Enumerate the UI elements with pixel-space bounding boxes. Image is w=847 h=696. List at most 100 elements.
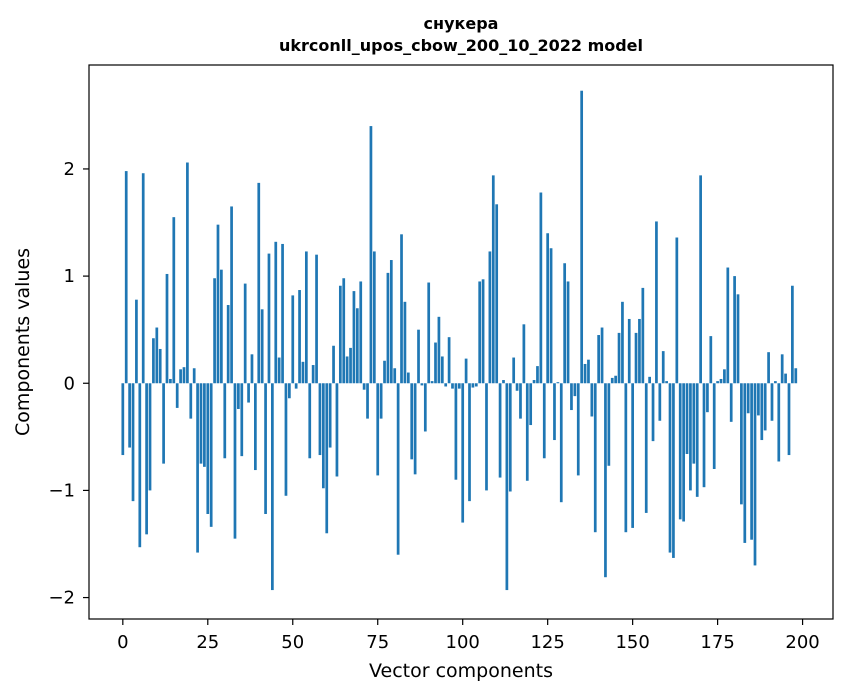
- bar-150: [631, 383, 634, 528]
- bar-97: [451, 383, 454, 389]
- bar-182: [740, 383, 743, 505]
- bar-127: [553, 383, 556, 441]
- bar-68: [352, 291, 356, 384]
- bar-45: [274, 241, 278, 384]
- bar-170: [699, 175, 702, 384]
- bar-47: [281, 243, 284, 384]
- bar-108: [488, 251, 492, 384]
- bar-126: [549, 248, 553, 384]
- bar-61: [328, 383, 332, 448]
- y-tick-label: 0: [64, 373, 75, 394]
- bar-19: [186, 162, 189, 384]
- bar-17: [179, 369, 182, 384]
- bar-117: [519, 383, 522, 419]
- bar-5: [138, 383, 142, 548]
- bar-194: [780, 354, 784, 384]
- bar-128: [556, 382, 560, 384]
- bar-38: [250, 354, 254, 384]
- bar-50: [291, 295, 295, 384]
- bar-169: [695, 383, 699, 497]
- plot-frame: [88, 64, 834, 620]
- bar-134: [576, 383, 580, 476]
- bar-65: [342, 278, 346, 384]
- bar-174: [712, 383, 716, 469]
- bar-183: [743, 383, 747, 543]
- bar-25: [206, 383, 210, 514]
- bar-102: [468, 383, 471, 502]
- bar-104: [474, 383, 478, 387]
- x-tick-label: 100: [446, 632, 480, 653]
- bar-43: [267, 253, 271, 384]
- bar-7: [145, 383, 148, 535]
- bar-64: [338, 285, 342, 384]
- bar-167: [689, 383, 692, 491]
- bar-106: [481, 279, 485, 384]
- bar-32: [230, 206, 233, 384]
- bar-44: [271, 383, 274, 591]
- bar-111: [498, 383, 502, 478]
- bar-144: [610, 377, 614, 384]
- bar-163: [675, 237, 679, 384]
- bar-16: [175, 383, 179, 408]
- bar-70: [359, 281, 363, 384]
- bar-168: [692, 383, 696, 464]
- x-tick-label: 125: [530, 632, 564, 653]
- bar-181: [736, 294, 740, 384]
- bar-147: [621, 301, 624, 384]
- bar-53: [301, 361, 305, 384]
- x-axis-ticks: 0 25 50 75 100 125 150 175 200: [117, 619, 820, 653]
- bar-157: [655, 221, 658, 384]
- bar-22: [196, 383, 199, 553]
- bar-74: [372, 251, 376, 384]
- bar-75: [376, 383, 380, 476]
- bar-78: [386, 272, 390, 384]
- bar-101: [464, 358, 468, 384]
- bar-58: [318, 383, 322, 456]
- bar-116: [515, 383, 519, 391]
- bar-160: [665, 381, 668, 384]
- bar-57: [315, 254, 318, 384]
- y-tick-label: 1: [64, 266, 75, 287]
- bar-191: [770, 383, 774, 421]
- bar-48: [284, 383, 288, 496]
- bar-8: [148, 383, 152, 491]
- bar-46: [277, 357, 281, 384]
- bar-94: [440, 356, 444, 384]
- bar-196: [787, 383, 791, 456]
- y-tick-label: −1: [48, 480, 75, 501]
- x-axis-label: Vector components: [369, 660, 553, 682]
- bar-88: [420, 383, 424, 386]
- bar-140: [597, 335, 601, 384]
- bar-149: [627, 318, 631, 384]
- bar-138: [590, 383, 594, 417]
- bar-87: [417, 329, 420, 384]
- bar-195: [784, 373, 787, 384]
- y-tick-label: 2: [64, 159, 75, 180]
- bar-145: [614, 375, 618, 384]
- bar-142: [604, 383, 607, 578]
- bar-143: [607, 383, 611, 466]
- bar-113: [505, 383, 509, 591]
- bar-166: [685, 383, 689, 454]
- bar-187: [757, 383, 760, 416]
- bar-124: [542, 383, 546, 459]
- bar-184: [746, 383, 750, 414]
- bar-177: [723, 369, 726, 384]
- bar-79: [389, 260, 393, 384]
- bar-56: [311, 365, 315, 384]
- bars-group: [121, 90, 798, 591]
- bar-10: [155, 327, 159, 384]
- x-tick-label: 25: [196, 632, 219, 653]
- bar-152: [638, 318, 641, 384]
- bar-115: [512, 357, 516, 384]
- bar-89: [423, 383, 427, 432]
- bar-176: [719, 378, 723, 384]
- bar-178: [726, 267, 730, 384]
- bar-133: [573, 383, 577, 397]
- bar-14: [169, 378, 172, 384]
- bar-90: [427, 282, 431, 384]
- bar-96: [447, 337, 451, 384]
- bar-123: [539, 192, 543, 384]
- bar-129: [559, 383, 563, 503]
